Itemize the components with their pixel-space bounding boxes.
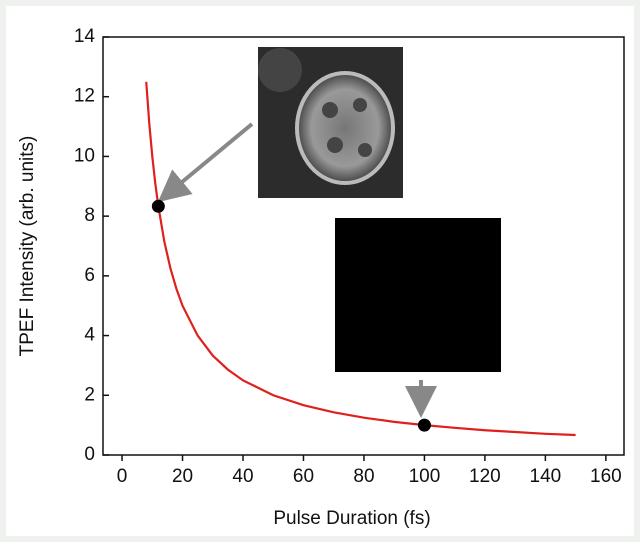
x-tick-label: 160 bbox=[590, 466, 622, 487]
y-tick-label: 0 bbox=[84, 444, 95, 465]
y-tick-label: 6 bbox=[84, 265, 95, 286]
x-tick-label: 140 bbox=[530, 466, 562, 487]
inset-image-dark bbox=[335, 218, 501, 372]
point bbox=[417, 418, 431, 432]
x-axis-title: Pulse Duration (fs) bbox=[273, 508, 430, 529]
y-tick-label: 12 bbox=[74, 86, 95, 107]
x-tick-label: 0 bbox=[117, 466, 128, 487]
y-tick-label: 14 bbox=[74, 26, 96, 47]
y-tick-label: 10 bbox=[74, 145, 95, 166]
x-tick-label: 120 bbox=[469, 466, 501, 487]
y-tick-label: 2 bbox=[84, 384, 95, 405]
y-tick-label: 8 bbox=[84, 205, 95, 226]
x-tick-label: 20 bbox=[172, 466, 193, 487]
y-axis-title: TPEF Intensity (arb. units) bbox=[17, 136, 38, 357]
inset-image-bright bbox=[258, 47, 403, 198]
arrow bbox=[157, 122, 254, 203]
x-tick-label: 100 bbox=[409, 466, 441, 487]
y-tick-label: 4 bbox=[84, 325, 95, 346]
point bbox=[151, 199, 165, 213]
x-tick-label: 60 bbox=[293, 466, 314, 487]
x-tick-label: 80 bbox=[353, 466, 374, 487]
x-tick-label: 40 bbox=[232, 466, 253, 487]
